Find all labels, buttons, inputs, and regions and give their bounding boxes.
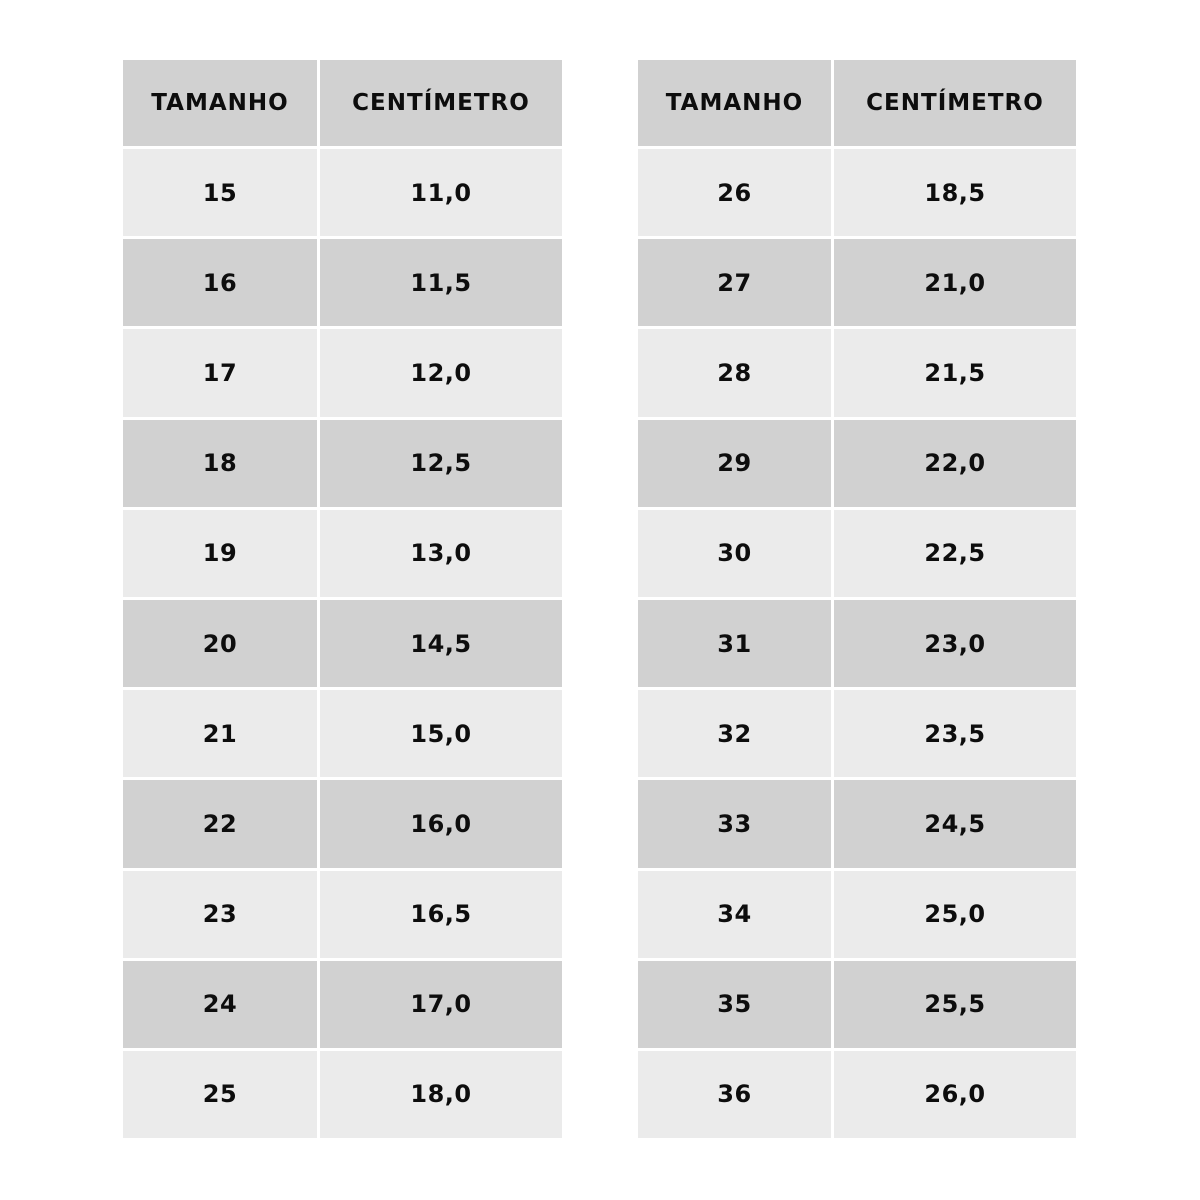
centimeter-cell: 23,5 — [834, 690, 1076, 778]
size-cell: 17 — [123, 329, 317, 417]
size-cell: 28 — [638, 329, 831, 417]
size-cell: 31 — [638, 599, 831, 688]
header-tamanho: TAMANHO — [123, 60, 317, 146]
size-cell: 30 — [638, 509, 831, 597]
size-cell: 32 — [638, 690, 831, 778]
size-cell: 25 — [123, 1050, 317, 1139]
centimeter-cell: 15,0 — [320, 690, 562, 778]
centimeter-cell: 26,0 — [834, 1050, 1076, 1139]
size-cell: 29 — [638, 419, 831, 507]
centimeter-cell: 13,0 — [320, 509, 562, 597]
centimeter-cell: 16,0 — [320, 780, 562, 868]
size-cell: 36 — [638, 1050, 831, 1139]
size-cell: 15 — [123, 149, 317, 237]
size-cell: 22 — [123, 780, 317, 868]
centimeter-cell: 22,5 — [834, 509, 1076, 597]
header-tamanho: TAMANHO — [638, 60, 831, 146]
size-cell: 18 — [123, 419, 317, 507]
size-table-left: TAMANHO CENTÍMETRO 15 11,0 16 11,5 17 12,0 18 12,… — [123, 60, 562, 1139]
centimeter-cell: 11,5 — [320, 239, 562, 327]
centimeter-cell: 24,5 — [834, 780, 1076, 868]
centimeter-cell: 21,0 — [834, 239, 1076, 327]
header-centimetro: CENTÍMETRO — [320, 60, 562, 146]
centimeter-cell: 22,0 — [834, 419, 1076, 507]
size-cell: 33 — [638, 780, 831, 868]
size-cell: 35 — [638, 960, 831, 1048]
centimeter-cell: 23,0 — [834, 599, 1076, 688]
centimeter-cell: 14,5 — [320, 599, 562, 688]
size-cell: 34 — [638, 870, 831, 958]
size-cell: 20 — [123, 599, 317, 688]
size-cell: 24 — [123, 960, 317, 1048]
centimeter-cell: 12,0 — [320, 329, 562, 417]
size-cell: 23 — [123, 870, 317, 958]
size-cell: 21 — [123, 690, 317, 778]
centimeter-cell: 25,5 — [834, 960, 1076, 1048]
size-cell: 19 — [123, 509, 317, 597]
centimeter-cell: 12,5 — [320, 419, 562, 507]
centimeter-cell: 17,0 — [320, 960, 562, 1048]
centimeter-cell: 18,5 — [834, 149, 1076, 237]
size-cell: 26 — [638, 149, 831, 237]
size-cell: 27 — [638, 239, 831, 327]
header-centimetro: CENTÍMETRO — [834, 60, 1076, 146]
centimeter-cell: 21,5 — [834, 329, 1076, 417]
size-table-right: TAMANHO CENTÍMETRO 26 18,5 27 21,0 28 21,5 29 22,… — [638, 60, 1076, 1139]
centimeter-cell: 11,0 — [320, 149, 562, 237]
centimeter-cell: 18,0 — [320, 1050, 562, 1139]
centimeter-cell: 25,0 — [834, 870, 1076, 958]
centimeter-cell: 16,5 — [320, 870, 562, 958]
size-cell: 16 — [123, 239, 317, 327]
